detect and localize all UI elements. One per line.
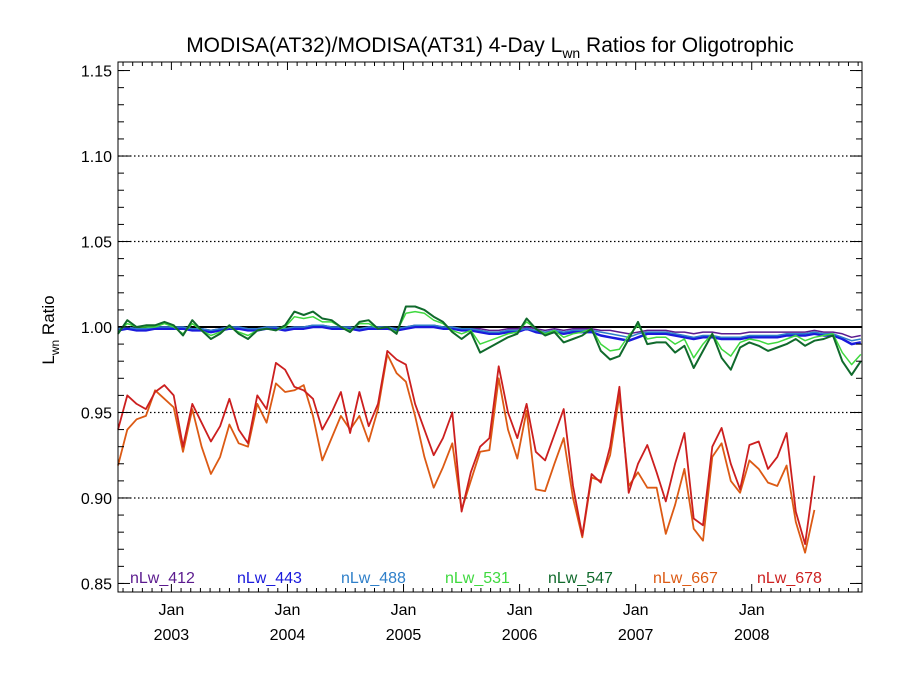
series-line-nlw-547 — [117, 305, 862, 376]
y-tick-label: 1.15 — [81, 64, 112, 81]
x-tick-label-year: 2007 — [618, 627, 654, 644]
legend-entry-nlw-443: nLw_443 — [237, 570, 302, 587]
legend-entry-nlw-412: nLw_412 — [130, 570, 195, 587]
series-line-nlw-531 — [117, 310, 862, 366]
y-tick-label: 0.90 — [81, 491, 112, 508]
axis-ticks: 0.85 0.90 0.95 1.00 1.05 1.10 1.15 Jan 2003 Jan 20… — [81, 62, 862, 644]
legend-entry-nlw-678: nLw_678 — [757, 570, 822, 587]
x-tick-label-month: Jan — [623, 602, 649, 619]
chart-title: MODISA(AT32)/MODISA(AT31) 4-Day Lwn Rati… — [186, 34, 794, 61]
legend-entry-nlw-531: nLw_531 — [445, 570, 510, 587]
grid-lines — [118, 155, 862, 499]
x-tick-label-year: 2005 — [386, 627, 422, 644]
x-tick-label-month: Jan — [275, 602, 301, 619]
y-tick-label: 0.95 — [81, 405, 112, 422]
y-axis-label: Lwn Ratio — [39, 295, 62, 364]
y-tick-label: 1.00 — [81, 320, 112, 337]
legend: nLw_412 nLw_443 nLw_488 nLw_531 nLw_547 nLw_6… — [130, 570, 822, 587]
series-line-nlw-678 — [117, 349, 816, 545]
x-tick-label-year: 2003 — [154, 627, 190, 644]
y-tick-label: 1.05 — [81, 235, 112, 252]
legend-entry-nlw-488: nLw_488 — [341, 570, 406, 587]
x-tick-label-month: Jan — [739, 602, 765, 619]
x-tick-label-year: 2006 — [502, 627, 538, 644]
series-line-nlw-488 — [117, 324, 861, 342]
x-tick-label-month: Jan — [158, 602, 184, 619]
y-tick-label: 1.10 — [81, 149, 112, 166]
series-line-nlw-667 — [117, 353, 816, 554]
data-series — [117, 305, 862, 554]
x-tick-label-year: 2004 — [270, 627, 306, 644]
series-line-nlw-443 — [117, 325, 862, 346]
x-tick-label-year: 2008 — [734, 627, 770, 644]
legend-entry-nlw-667: nLw_667 — [653, 570, 718, 587]
x-tick-label-month: Jan — [391, 602, 417, 619]
x-tick-label-month: Jan — [507, 602, 533, 619]
legend-entry-nlw-547: nLw_547 — [548, 570, 613, 587]
y-tick-label: 0.85 — [81, 576, 112, 593]
